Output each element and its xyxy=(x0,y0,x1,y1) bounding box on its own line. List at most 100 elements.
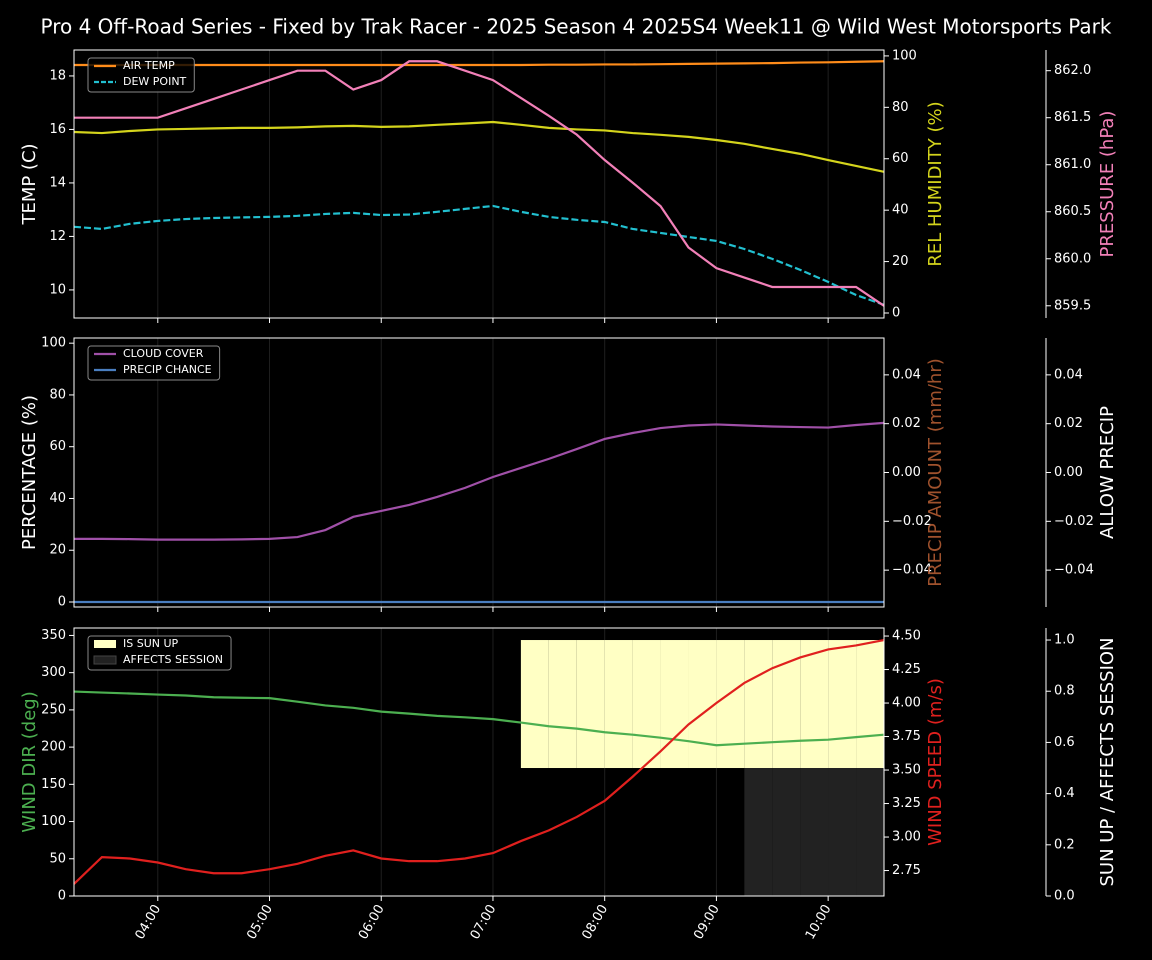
y2-axis-label: PRECIP AMOUNT (mm/hr) xyxy=(925,358,946,587)
plot-frame xyxy=(73,49,885,319)
area-band xyxy=(660,640,689,769)
y-tick-label: 100 xyxy=(41,814,66,829)
legend: IS SUN UP AFFECTS SESSION xyxy=(87,635,232,671)
y-tick-label: 12 xyxy=(49,229,66,244)
y2-tick-label: 3.00 xyxy=(892,830,921,845)
legend-box xyxy=(87,635,232,671)
x-tick-label: 04:00 xyxy=(133,902,165,942)
y2-tick-label: −0.04 xyxy=(892,563,932,578)
legend-label: CLOUD COVER xyxy=(123,347,204,360)
y2-tick-label: 0.04 xyxy=(892,367,921,382)
y3-axis-label: ALLOW PRECIP xyxy=(1097,406,1118,539)
y2-tick-label: 3.75 xyxy=(892,729,921,744)
legend: CLOUD COVER PRECIP CHANCE xyxy=(87,345,221,381)
y3-tick-label: 859.5 xyxy=(1054,298,1091,313)
y3-axis-label: PRESSURE (hPa) xyxy=(1097,111,1118,258)
y2-tick-label: 2.75 xyxy=(892,863,921,878)
y2-tick-label: 3.50 xyxy=(892,763,921,778)
legend-label: AIR TEMP xyxy=(123,59,175,72)
y3-tick-label: 0.2 xyxy=(1054,837,1075,852)
y3-tick-label: 860.0 xyxy=(1054,251,1091,266)
y2-tick-label: 0 xyxy=(892,305,900,320)
y2-tick-label: 4.50 xyxy=(892,629,921,644)
y-tick-label: 20 xyxy=(49,543,66,558)
y3-tick-label: 0.8 xyxy=(1054,684,1075,699)
series-line xyxy=(73,690,885,747)
x-tick-label: 09:00 xyxy=(691,902,723,942)
y-tick-label: 80 xyxy=(49,387,66,402)
series-line xyxy=(73,204,885,306)
y-axis-label: TEMP (C) xyxy=(19,143,40,225)
y-tick-label: 14 xyxy=(49,175,66,190)
y-tick-label: 16 xyxy=(49,122,66,137)
series-line xyxy=(74,421,885,541)
area-band xyxy=(856,768,884,896)
y-tick-label: 60 xyxy=(49,439,66,454)
x-tick-label: 08:00 xyxy=(579,902,611,942)
y2-tick-label: 0.02 xyxy=(892,416,921,431)
y2-tick-label: 0.00 xyxy=(892,465,921,480)
y2-tick-label: 100 xyxy=(892,48,917,63)
x-tick-label: 07:00 xyxy=(468,902,500,942)
y3-tick-label: 1.0 xyxy=(1054,633,1075,648)
y-axis-label: PERCENTAGE (%) xyxy=(19,395,40,550)
legend-box xyxy=(87,345,221,381)
legend-swatch xyxy=(93,655,117,665)
y-tick-label: 100 xyxy=(41,336,66,351)
legend-label: AFFECTS SESSION xyxy=(123,653,223,666)
series-line xyxy=(74,60,885,307)
area-band xyxy=(632,640,661,769)
area-band xyxy=(520,640,549,769)
y3-tick-label: 860.5 xyxy=(1054,204,1091,219)
y2-tick-label: 80 xyxy=(892,100,909,115)
area-band xyxy=(800,640,829,769)
area-band xyxy=(744,640,773,769)
y3-tick-label: −0.02 xyxy=(1054,514,1094,529)
y-tick-label: 0 xyxy=(58,595,66,610)
y2-tick-label: 3.25 xyxy=(892,796,921,811)
y-tick-label: 40 xyxy=(49,491,66,506)
y2-axis-label: REL HUMIDITY (%) xyxy=(925,101,946,266)
y3-tick-label: 0.00 xyxy=(1054,465,1083,480)
y3-tick-label: 861.0 xyxy=(1054,157,1091,172)
series-line xyxy=(74,60,885,67)
y-tick-label: 10 xyxy=(49,282,66,297)
area-band xyxy=(548,640,577,769)
y-tick-label: 350 xyxy=(41,628,66,643)
area-band xyxy=(828,640,857,769)
legend: AIR TEMP DEW POINT xyxy=(87,57,195,93)
y3-tick-label: 861.5 xyxy=(1054,110,1091,125)
y2-tick-label: 4.25 xyxy=(892,662,921,677)
y2-tick-label: 4.00 xyxy=(892,696,921,711)
legend-label: PRECIP CHANCE xyxy=(123,363,212,376)
area-band xyxy=(576,640,605,769)
area-band xyxy=(604,640,633,769)
area-band xyxy=(772,640,801,769)
y3-tick-label: 0.0 xyxy=(1054,889,1075,904)
plot-frame xyxy=(73,627,885,897)
y2-tick-label: −0.02 xyxy=(892,514,932,529)
y3-tick-label: 0.4 xyxy=(1054,786,1075,801)
y3-tick-label: 0.02 xyxy=(1054,416,1083,431)
y3-tick-label: 0.04 xyxy=(1054,367,1083,382)
area-band xyxy=(744,768,773,896)
area-band xyxy=(828,768,857,896)
y2-tick-label: 40 xyxy=(892,203,909,218)
y2-axis-label: WIND SPEED (m/s) xyxy=(925,678,946,846)
series-line xyxy=(73,638,885,885)
y-tick-label: 300 xyxy=(41,665,66,680)
area-band xyxy=(772,768,801,896)
y-tick-label: 200 xyxy=(41,740,66,755)
legend-label: IS SUN UP xyxy=(123,637,179,650)
x-tick-label: 10:00 xyxy=(803,902,835,942)
y2-tick-label: 60 xyxy=(892,151,909,166)
x-tick-label: 06:00 xyxy=(356,902,388,942)
y-tick-label: 0 xyxy=(58,889,66,904)
y-tick-label: 18 xyxy=(49,68,66,83)
y3-axis-label: SUN UP / AFFECTS SESSION xyxy=(1097,637,1118,886)
y3-tick-label: 0.6 xyxy=(1054,735,1075,750)
y3-tick-label: 862.0 xyxy=(1054,63,1091,78)
y-tick-label: 250 xyxy=(41,702,66,717)
